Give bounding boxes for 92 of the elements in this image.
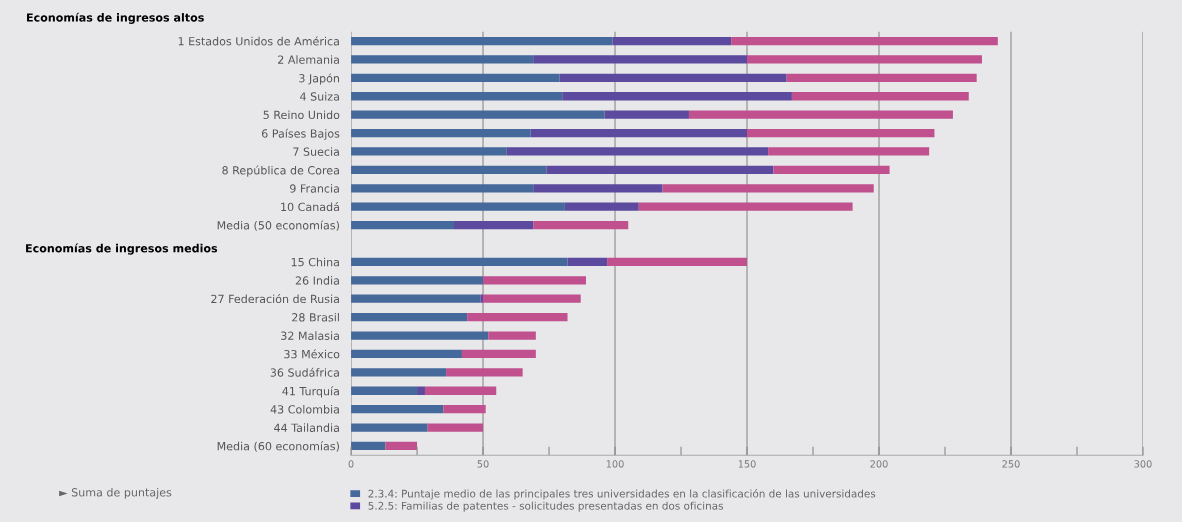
y-tick-label: 2 Alemania — [278, 55, 339, 64]
bar — [773, 165, 890, 175]
bar — [786, 73, 977, 82]
y-tick-label: 33 México — [284, 349, 340, 359]
bar — [417, 386, 425, 395]
y-tick-label: 6 Países Bajos — [261, 128, 340, 140]
bar — [351, 331, 489, 340]
bar — [638, 202, 853, 211]
y-tick-label: 7 Suecia — [293, 147, 339, 156]
bar — [351, 36, 613, 46]
y-tick-label: 44 Tailandia — [274, 423, 339, 432]
bar — [351, 184, 534, 193]
bar — [467, 313, 568, 322]
bar — [559, 73, 787, 82]
bar — [533, 220, 629, 230]
bar — [461, 349, 536, 359]
x-tick-label: 150 — [738, 460, 756, 468]
y-tick-label: 36 Sudáfrica — [270, 367, 339, 377]
y-tick-label: 41 Turquía — [282, 386, 339, 398]
legend-label: 2.3.4: Puntaje medio de las principales tres universidades en la clasificación de las universidades — [368, 489, 876, 500]
x-tick-label: 50 — [477, 460, 489, 468]
bar — [351, 220, 455, 230]
y-tick-label: 8 República de Corea — [222, 165, 339, 177]
bar — [530, 128, 748, 138]
bar — [351, 368, 447, 377]
bar — [564, 202, 639, 211]
bar — [768, 147, 930, 156]
y-tick-label: 26 India — [295, 276, 339, 285]
y-tick-label: 5 Reino Unido — [263, 110, 340, 120]
bar — [351, 257, 568, 267]
bar — [351, 294, 481, 303]
bar — [483, 276, 586, 285]
bar — [446, 368, 523, 377]
text: ► Suma de puntajes — [59, 487, 172, 499]
y-tick-label: 9 Francia — [290, 184, 339, 193]
legend-label: 5.2.5: Familias de patentes - solicitudes presentadas en dos oficinas — [368, 501, 724, 512]
bar — [351, 202, 565, 211]
x-tick-label: 250 — [1002, 460, 1020, 468]
y-tick-label: 15 China — [291, 257, 339, 267]
y-tick-label: Media (50 economías) — [217, 220, 339, 231]
y-tick-label: 1 Estados Unidos de América — [178, 36, 339, 46]
bar — [351, 128, 531, 138]
y-tick-label: 43 Colombia — [270, 404, 339, 414]
y-tick-label: 27 Federación de Rusia — [211, 294, 339, 304]
bar — [351, 349, 462, 359]
x-tick-label: 200 — [870, 460, 888, 468]
text: Economías de ingresos medios — [26, 243, 218, 255]
bar — [604, 110, 689, 119]
bar — [506, 147, 769, 156]
bar — [443, 405, 486, 414]
bar — [562, 92, 792, 101]
bar — [351, 276, 484, 285]
x-tick-label: 100 — [606, 460, 624, 468]
x-tick-label: 0 — [348, 460, 354, 468]
bar — [351, 423, 428, 432]
bar — [351, 405, 444, 414]
bar — [427, 423, 484, 432]
bar — [747, 128, 935, 138]
y-tick-label: 3 Japón — [299, 73, 339, 85]
bar — [612, 36, 732, 46]
x-tick-label: 300 — [1134, 460, 1152, 468]
bar — [607, 257, 748, 267]
bar — [454, 220, 534, 230]
y-tick-label: 32 Malasia — [281, 331, 339, 340]
bar — [385, 441, 418, 451]
bar — [533, 184, 663, 193]
bar — [791, 92, 969, 101]
bar — [351, 92, 563, 101]
bar — [351, 73, 560, 82]
bar — [351, 313, 468, 322]
bar — [351, 55, 534, 64]
bar — [483, 294, 581, 303]
bar — [351, 110, 605, 119]
bar — [688, 110, 953, 119]
bar — [533, 55, 748, 64]
y-tick-label: Media (60 economías) — [217, 441, 339, 452]
bar — [351, 386, 418, 395]
bar — [488, 331, 536, 340]
y-tick-label: 10 Canadá — [281, 202, 339, 212]
bar — [351, 147, 507, 156]
bar — [662, 184, 874, 193]
bar — [351, 165, 547, 175]
bar — [731, 36, 998, 46]
bar — [567, 257, 608, 267]
y-tick-label: 28 Brasil — [292, 312, 339, 322]
bar — [747, 55, 982, 64]
y-tick-label: 4 Suiza — [300, 92, 339, 101]
bar — [424, 386, 497, 395]
bar — [480, 294, 484, 303]
bar — [546, 165, 774, 175]
bar — [351, 441, 386, 451]
text: Economías de ingresos altos — [27, 12, 204, 24]
